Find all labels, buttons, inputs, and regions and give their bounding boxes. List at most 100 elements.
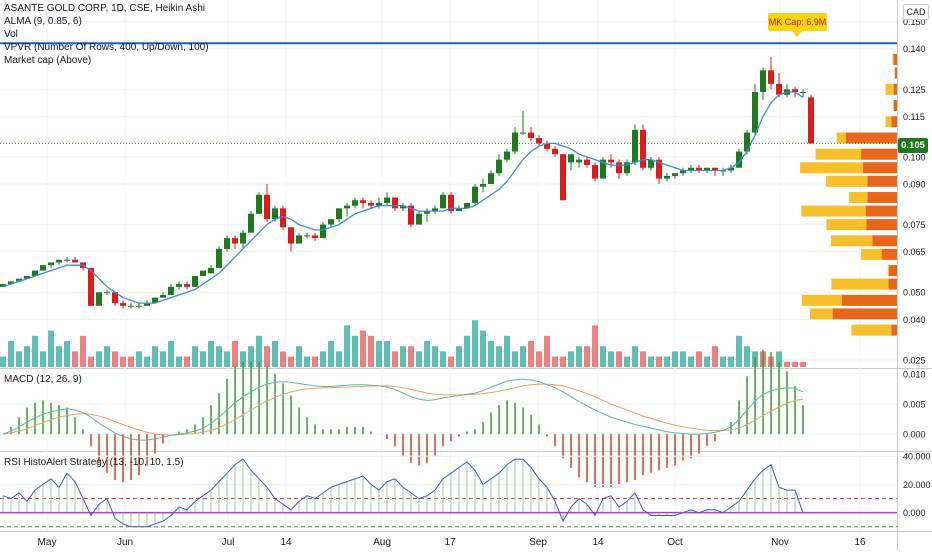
- volume-bar: [568, 351, 574, 367]
- volume-bar: [48, 330, 54, 367]
- candle-body: [400, 205, 406, 209]
- candle-body: [152, 297, 158, 304]
- volume-bar: [272, 341, 278, 367]
- candle-body: [120, 303, 126, 306]
- candle-body: [808, 97, 814, 144]
- volume-bar: [8, 341, 14, 367]
- candle-body: [104, 292, 110, 294]
- macd-tick-label: 0.010: [903, 369, 926, 379]
- volume-bar: [720, 356, 726, 367]
- candle-body: [184, 284, 190, 287]
- volume-bar: [400, 346, 406, 367]
- candle-body: [464, 202, 470, 209]
- market-cap-callout: MK Cap: 6.9M: [768, 13, 827, 31]
- candle-body: [664, 175, 670, 179]
- time-axis-label: 16: [854, 537, 866, 548]
- volume-profile-down-bar: [893, 100, 897, 112]
- candle-body: [192, 276, 198, 287]
- volume-bar: [632, 346, 638, 367]
- candle-body: [800, 92, 806, 93]
- legend-alma: ALMA (9, 0.85, 6): [4, 16, 82, 27]
- volume-profile-up-bar: [825, 175, 868, 187]
- candle-body: [248, 213, 254, 233]
- candle-body: [640, 129, 646, 168]
- volume-profile-up-bar: [892, 54, 894, 66]
- volume-bar: [128, 356, 134, 367]
- volume-bar: [744, 346, 750, 367]
- candle-body: [576, 159, 582, 163]
- volume-bar: [208, 341, 214, 367]
- candle-body: [328, 219, 334, 225]
- candle-body: [384, 197, 390, 203]
- candle-body: [408, 205, 414, 225]
- volume-profile-down-bar: [889, 265, 897, 277]
- candle-body: [168, 286, 174, 295]
- volume-bar: [200, 351, 206, 367]
- volume-bar: [656, 356, 662, 367]
- candle-body: [768, 70, 774, 84]
- time-axis-label: 14: [592, 537, 604, 548]
- candle-body: [624, 162, 630, 174]
- legend-market-cap: Market cap (Above): [4, 55, 92, 66]
- candle-body: [256, 194, 262, 214]
- volume-bar: [344, 325, 350, 367]
- volume-bar: [592, 325, 598, 367]
- volume-bar: [256, 335, 262, 367]
- volume-bar: [480, 330, 486, 367]
- volume-bar: [496, 346, 502, 367]
- volume-bar: [224, 351, 230, 367]
- volume-bar: [104, 346, 110, 367]
- candle-body: [48, 262, 54, 266]
- volume-profile-up-bar: [801, 294, 842, 306]
- volume-bar: [88, 356, 94, 367]
- candle-body: [656, 159, 662, 179]
- volume-bar: [32, 335, 38, 367]
- candle-body: [544, 143, 550, 149]
- volume-profile-down-bar: [845, 132, 897, 144]
- volume-profile-down-bar: [866, 219, 897, 231]
- volume-profile-down-bar: [862, 162, 897, 174]
- candle-body: [232, 238, 238, 244]
- candle-body: [728, 167, 734, 171]
- volume-bar: [384, 341, 390, 367]
- price-tick-label: 0.140: [903, 44, 926, 54]
- price-tick-label: 0.100: [903, 152, 926, 162]
- candle-body: [488, 173, 494, 184]
- candle-body: [240, 232, 246, 244]
- volume-bar: [552, 356, 558, 367]
- macd-line: [2, 378, 804, 441]
- volume-bar: [672, 351, 678, 367]
- alma-line: [2, 91, 804, 304]
- price-tick-label: 0.040: [903, 315, 926, 325]
- volume-profile-down-bar: [881, 248, 897, 260]
- volume-bar: [624, 356, 630, 367]
- volume-bar: [360, 330, 366, 367]
- candle-body: [72, 259, 78, 263]
- candle-body: [144, 303, 150, 306]
- time-axis-label: 17: [444, 537, 456, 548]
- candle-body: [224, 238, 230, 249]
- currency-badge[interactable]: CAD: [903, 4, 929, 20]
- price-tick-label: 0.090: [903, 180, 926, 190]
- price-tick-label: 0.115: [903, 112, 925, 122]
- volume-bar: [328, 341, 334, 367]
- candle-body: [704, 167, 710, 171]
- candle-body: [368, 202, 374, 206]
- candle-body: [24, 276, 30, 279]
- candle-body: [520, 132, 526, 134]
- volume-bar: [464, 335, 470, 367]
- candle-body: [744, 132, 750, 152]
- volume-profile-down-bar: [832, 308, 897, 320]
- volume-profile-up-bar: [836, 132, 846, 144]
- time-axis-label: May: [38, 537, 57, 548]
- price-tick-label: 0.065: [903, 247, 926, 257]
- rsi-line: [2, 458, 804, 528]
- candle-body: [96, 292, 102, 306]
- volume-bar: [168, 341, 174, 367]
- time-axis-label: Nov: [771, 537, 789, 548]
- volume-bar: [784, 361, 790, 367]
- volume-bar: [288, 356, 294, 367]
- candle-body: [264, 194, 270, 220]
